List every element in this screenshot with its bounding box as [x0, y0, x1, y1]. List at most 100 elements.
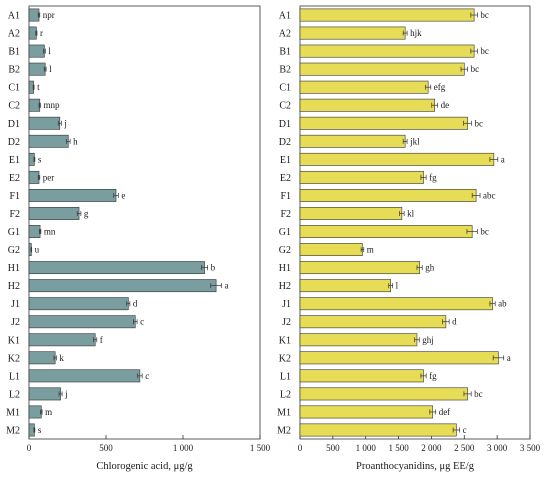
x-tick-label: 2 500	[454, 443, 475, 453]
bar	[299, 243, 363, 256]
category-label: E2	[280, 173, 291, 184]
bar	[299, 98, 436, 112]
significance-label: r	[40, 28, 43, 38]
category-label: K1	[8, 335, 20, 346]
bar	[28, 369, 141, 383]
significance-label: c	[463, 425, 467, 435]
significance-label: mnp	[44, 100, 61, 110]
category-label: A1	[279, 11, 291, 22]
category-label: B1	[8, 47, 20, 58]
bar	[28, 98, 41, 112]
category-label: K2	[279, 353, 291, 364]
bar	[28, 44, 45, 58]
significance-label: e	[121, 190, 125, 200]
bar	[299, 152, 495, 166]
significance-label: k	[59, 353, 64, 363]
bar	[28, 62, 46, 76]
bar	[299, 261, 420, 275]
significance-label: j	[64, 389, 68, 399]
significance-label: h	[73, 136, 78, 146]
significance-label: l	[49, 64, 52, 74]
category-label: L2	[280, 389, 291, 400]
significance-label: fg	[429, 371, 437, 381]
bar	[28, 405, 42, 419]
category-label: J2	[282, 317, 291, 328]
significance-label: bc	[480, 10, 489, 20]
category-label: D1	[8, 119, 20, 130]
bar	[28, 225, 41, 238]
bar	[28, 189, 117, 202]
significance-label: ghj	[422, 335, 434, 345]
significance-label: c	[140, 317, 144, 327]
bar	[28, 333, 96, 347]
bar	[299, 225, 473, 238]
x-tick-label: 1 500	[388, 443, 409, 453]
significance-label: d	[452, 317, 457, 327]
x-tick-label: 3 000	[487, 443, 508, 453]
significance-label: hjk	[410, 28, 422, 38]
significance-label: npr	[43, 10, 55, 20]
bar	[299, 207, 403, 220]
category-label: K2	[8, 353, 20, 364]
bar	[299, 297, 493, 311]
category-label: C2	[279, 101, 291, 112]
category-label: M1	[277, 407, 291, 418]
significance-label: t	[37, 82, 40, 92]
significance-label: per	[43, 172, 55, 182]
category-label: E2	[9, 173, 20, 184]
category-label: G1	[279, 227, 291, 238]
significance-label: bc	[475, 118, 484, 128]
bar	[299, 80, 429, 94]
x-tick-label: 1 500	[250, 443, 271, 453]
plot-frame-proanthocyanidins	[299, 5, 531, 440]
significance-label: j	[63, 118, 67, 128]
category-label: E1	[9, 155, 20, 166]
category-label: J1	[11, 299, 20, 310]
bar	[299, 405, 434, 419]
category-label: G2	[279, 245, 291, 256]
bar	[299, 351, 499, 365]
x-tick-label: 1 000	[356, 443, 377, 453]
category-label: D2	[279, 137, 291, 148]
category-label: G2	[8, 245, 20, 256]
bar	[28, 351, 56, 365]
category-label: L1	[9, 371, 20, 382]
significance-label: mn	[44, 227, 56, 237]
x-tick-label: 500	[326, 443, 340, 453]
category-label: F1	[9, 191, 20, 202]
category-label: F2	[9, 209, 20, 220]
bar	[28, 134, 69, 148]
significance-label: jkl	[409, 136, 420, 146]
significance-label: a	[507, 353, 511, 363]
significance-label: d	[133, 299, 138, 309]
category-label: B2	[279, 65, 291, 76]
bar	[299, 369, 424, 383]
bar	[28, 26, 37, 40]
bar	[28, 261, 205, 275]
category-label: D2	[8, 137, 20, 148]
bar	[299, 189, 477, 202]
bar	[28, 8, 40, 22]
category-label: A2	[8, 29, 20, 40]
significance-label: m	[45, 407, 52, 417]
significance-label: f	[100, 335, 103, 345]
category-label: H1	[279, 263, 291, 274]
significance-label: u	[35, 245, 40, 255]
bar	[28, 387, 61, 401]
x-tick-label: 0	[27, 443, 32, 453]
significance-label: gh	[425, 263, 435, 273]
significance-label: bc	[480, 227, 489, 237]
x-axis-title: Proanthocyanidins, μg EE/g	[356, 461, 475, 472]
bar	[299, 134, 406, 148]
bar	[299, 387, 468, 401]
category-label: H2	[279, 281, 291, 292]
category-label: H2	[8, 281, 20, 292]
x-tick-label: 3 500	[520, 443, 541, 453]
bar	[299, 44, 475, 58]
x-tick-label: 500	[99, 443, 113, 453]
category-label: F1	[280, 191, 291, 202]
bar	[299, 170, 424, 184]
x-tick-label: 0	[298, 443, 303, 453]
category-label: C1	[279, 83, 291, 94]
significance-label: l	[48, 46, 51, 56]
